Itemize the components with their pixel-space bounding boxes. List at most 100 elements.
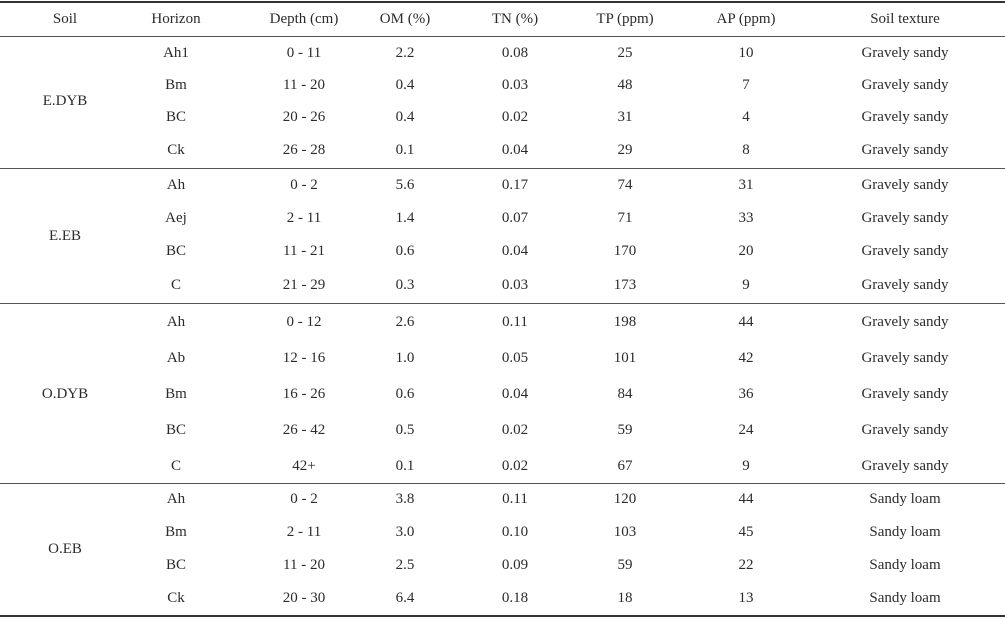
depth-cell: 0 - 11 [286,45,322,61]
tn-cell: 0.05 [501,350,529,366]
table-header-row: Soil Horizon Depth (cm) OM (%) TN (%) TP… [0,0,1005,36]
om-cell: 5.6 [395,177,415,193]
table-row: Ah1 0 - 11 2.2 0.08 25 10 Gravely sandy [0,44,1005,62]
texture-cell: Gravely sandy [861,350,949,366]
tp-cell: 84 [617,386,633,402]
header-tn: TN (%) [491,11,539,27]
header-tp: TP (ppm) [596,11,654,27]
table-row: Bm 11 - 20 0.4 0.03 48 7 Gravely sandy [0,76,1005,94]
tn-cell: 0.07 [501,210,529,226]
tp-cell: 29 [617,142,633,158]
ap-cell: 22 [738,557,754,573]
tn-cell: 0.08 [501,45,529,61]
depth-cell: 11 - 20 [283,557,325,573]
om-cell: 2.5 [395,557,415,573]
ap-cell: 44 [738,314,754,330]
horizon-cell: Ah [166,177,186,193]
table-row: Aej 2 - 11 1.4 0.07 71 33 Gravely sandy [0,209,1005,227]
om-cell: 1.0 [395,350,415,366]
horizon-cell: Ah [166,491,186,507]
tp-cell: 48 [617,77,633,93]
table-row: Ck 20 - 30 6.4 0.18 18 13 Sandy loam [0,589,1005,607]
depth-cell: 21 - 29 [282,277,326,293]
depth-cell: 26 - 28 [282,142,326,158]
horizon-cell: BC [165,557,186,573]
soil-label: O.DYB [41,386,89,402]
table-row: Ck 26 - 28 0.1 0.04 29 8 Gravely sandy [0,141,1005,159]
tn-cell: 0.04 [501,142,529,158]
horizon-cell: Ab [166,350,186,366]
depth-cell: 0 - 2 [290,491,318,507]
texture-cell: Gravely sandy [861,386,949,402]
om-cell: 2.6 [395,314,415,330]
horizon-cell: BC [165,109,186,125]
table-row: BC 11 - 21 0.6 0.04 170 20 Gravely sandy [0,242,1005,260]
soil-label: E.EB [48,228,82,244]
texture-cell: Gravely sandy [861,109,949,125]
table-row: Ah 0 - 2 3.8 0.11 120 44 Sandy loam [0,490,1005,508]
horizon-cell: Ck [167,590,185,606]
ap-cell: 13 [738,590,754,606]
texture-cell: Gravely sandy [861,277,949,293]
horizon-cell: Bm [165,524,187,540]
header-depth: Depth (cm) [269,11,339,27]
header-rule [0,36,1005,37]
tn-cell: 0.10 [501,524,529,540]
table-row: C 21 - 29 0.3 0.03 173 9 Gravely sandy [0,276,1005,294]
tp-cell: 25 [617,45,633,61]
table-row: C 42+ 0.1 0.02 67 9 Gravely sandy [0,457,1005,475]
ap-cell: 10 [738,45,754,61]
tn-cell: 0.02 [501,109,529,125]
texture-cell: Sandy loam [869,524,941,540]
tn-cell: 0.18 [501,590,529,606]
depth-cell: 12 - 16 [282,350,326,366]
texture-cell: Gravely sandy [861,177,949,193]
tp-cell: 173 [613,277,637,293]
table-row: Ah 0 - 12 2.6 0.11 198 44 Gravely sandy [0,313,1005,331]
tn-cell: 0.09 [501,557,529,573]
soil-label: O.EB [48,541,82,557]
tp-cell: 59 [617,557,633,573]
texture-cell: Sandy loam [869,590,941,606]
om-cell: 0.1 [395,142,415,158]
tp-cell: 101 [613,350,637,366]
header-horizon: Horizon [151,11,201,27]
depth-cell: 2 - 11 [286,524,322,540]
table-bottom-rule [0,615,1005,617]
horizon-cell: Bm [165,386,187,402]
ap-cell: 7 [742,77,750,93]
tp-cell: 170 [613,243,637,259]
texture-cell: Sandy loam [869,557,941,573]
tn-cell: 0.04 [501,243,529,259]
tn-cell: 0.04 [501,386,529,402]
tp-cell: 71 [617,210,633,226]
om-cell: 1.4 [395,210,415,226]
depth-cell: 11 - 20 [283,77,325,93]
om-cell: 3.8 [395,491,415,507]
ap-cell: 8 [742,142,750,158]
om-cell: 0.6 [395,386,415,402]
depth-cell: 0 - 2 [290,177,318,193]
horizon-cell: BC [165,243,186,259]
table-row: Bm 2 - 11 3.0 0.10 103 45 Sandy loam [0,523,1005,541]
table-row: Bm 16 - 26 0.6 0.04 84 36 Gravely sandy [0,385,1005,403]
ap-cell: 44 [738,491,754,507]
texture-cell: Gravely sandy [861,45,949,61]
depth-cell: 20 - 30 [282,590,326,606]
om-cell: 6.4 [395,590,415,606]
om-cell: 0.4 [395,77,415,93]
tn-cell: 0.03 [501,77,529,93]
group-rule [0,483,1005,484]
table-top-rule [0,1,1005,3]
om-cell: 0.5 [395,422,415,438]
tn-cell: 0.11 [502,491,528,507]
tp-cell: 18 [617,590,633,606]
texture-cell: Gravely sandy [861,77,949,93]
table-row: BC 20 - 26 0.4 0.02 31 4 Gravely sandy [0,108,1005,126]
om-cell: 0.3 [395,277,415,293]
depth-cell: 42+ [292,458,316,474]
horizon-cell: C [170,458,181,474]
ap-cell: 36 [738,386,754,402]
tn-cell: 0.11 [502,314,528,330]
